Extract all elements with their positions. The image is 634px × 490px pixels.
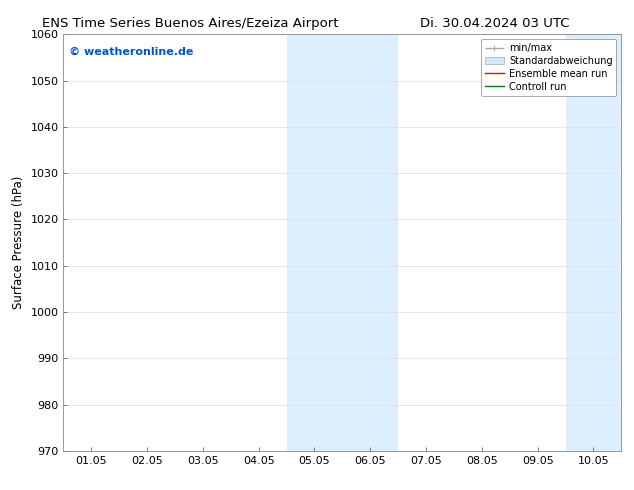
Legend: min/max, Standardabweichung, Ensemble mean run, Controll run: min/max, Standardabweichung, Ensemble me…	[481, 39, 616, 96]
Bar	[287, 34, 398, 451]
Bar	[566, 34, 634, 451]
Text: ENS Time Series Buenos Aires/Ezeiza Airport: ENS Time Series Buenos Aires/Ezeiza Airp…	[42, 17, 339, 30]
Y-axis label: Surface Pressure (hPa): Surface Pressure (hPa)	[12, 176, 25, 309]
Text: Di. 30.04.2024 03 UTC: Di. 30.04.2024 03 UTC	[420, 17, 569, 30]
Text: © weatheronline.de: © weatheronline.de	[69, 47, 193, 57]
